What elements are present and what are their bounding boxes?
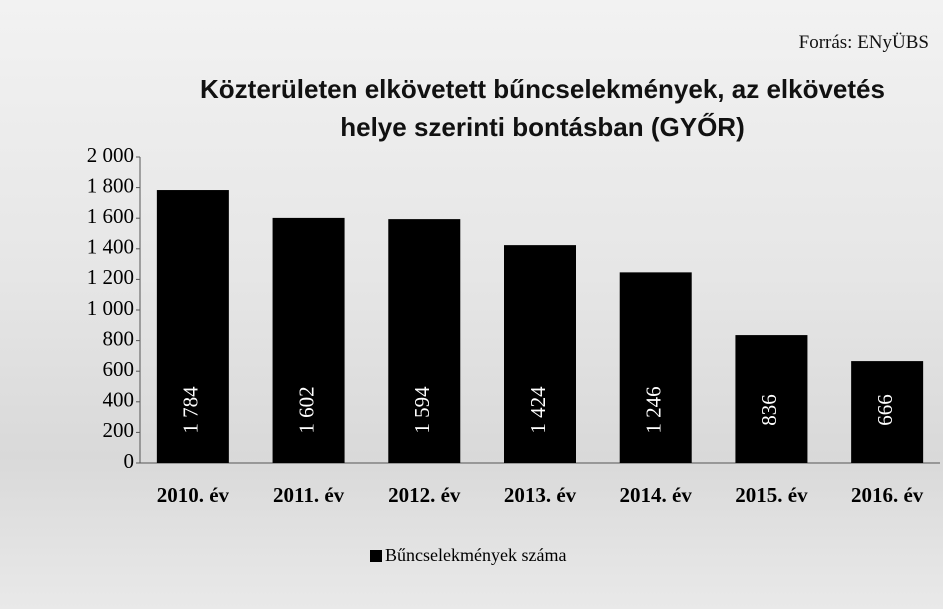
y-tick-label: 600 <box>103 357 135 381</box>
y-tick-label: 1 000 <box>87 296 134 320</box>
x-tick-label: 2015. év <box>735 483 808 507</box>
y-tick-label: 1 800 <box>87 173 134 197</box>
source: Forrás: ENyÜBS <box>798 32 929 53</box>
bar <box>619 272 692 463</box>
y-tick-label: 800 <box>103 326 135 350</box>
value-label: 1 594 <box>410 386 434 434</box>
value-label: 1 246 <box>642 386 666 433</box>
x-tick-label: 2016. év <box>851 483 924 507</box>
legend-swatch <box>370 550 382 562</box>
value-label: 666 <box>873 394 897 426</box>
value-label: 1 602 <box>294 386 318 433</box>
bar <box>272 217 345 463</box>
x-tick-label: 2013. év <box>504 483 577 507</box>
value-label: 1 784 <box>179 386 203 434</box>
x-tick-label: 2011. év <box>273 483 345 507</box>
x-tick-label: 2014. év <box>620 483 693 507</box>
y-tick-label: 2 000 <box>87 143 134 167</box>
y-tick-label: 1 200 <box>87 265 134 289</box>
chart-title: Közterületen elkövetett bűncselekmények,… <box>200 74 885 142</box>
bar <box>851 361 924 463</box>
x-tick-label: 2012. év <box>388 483 461 507</box>
y-tick-label: 1 400 <box>87 235 134 259</box>
x-tick-label: 2010. év <box>157 483 230 507</box>
bar <box>504 245 576 463</box>
value-label: 1 424 <box>526 386 550 434</box>
y-tick-label: 0 <box>124 449 135 473</box>
value-label: 836 <box>757 394 781 426</box>
bar <box>156 190 229 463</box>
bar <box>388 219 461 463</box>
bar <box>735 335 808 463</box>
y-tick-label: 200 <box>103 418 135 442</box>
y-tick-label: 400 <box>103 388 135 412</box>
y-tick-label: 1 600 <box>87 204 134 228</box>
legend-label: Bűncselekmények száma <box>385 545 566 565</box>
